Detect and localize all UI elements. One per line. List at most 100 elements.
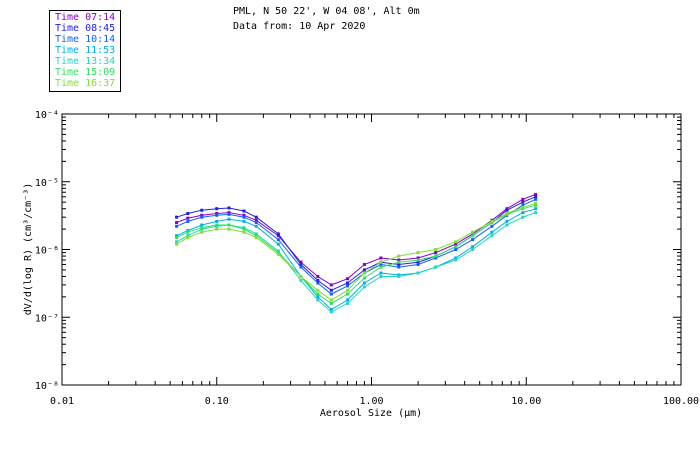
x-tick-label: 100.00 — [663, 396, 699, 407]
data-point — [200, 215, 204, 219]
data-point — [329, 292, 333, 296]
y-tick-label: 10⁻⁴ — [35, 110, 59, 121]
data-point — [534, 211, 538, 215]
y-axis-label: dV/d(log R) (cm³/cm⁻³) — [23, 183, 34, 315]
data-point — [490, 234, 494, 238]
data-point — [534, 201, 538, 205]
data-point — [200, 223, 204, 227]
legend-item-4: Time 11:53 — [55, 45, 116, 56]
data-point — [276, 251, 280, 255]
data-point — [276, 242, 280, 246]
data-point — [454, 258, 458, 262]
x-axis-label: Aerosol Size (μm) — [320, 408, 422, 419]
data-point — [346, 288, 350, 292]
data-point — [200, 226, 204, 230]
data-date: Data from: 10 Apr 2020 — [233, 21, 366, 32]
data-point — [186, 211, 190, 215]
data-point — [346, 301, 350, 305]
data-point — [316, 274, 320, 278]
data-point — [316, 281, 320, 285]
data-point — [397, 260, 401, 264]
data-point — [254, 215, 258, 219]
data-point — [521, 215, 525, 219]
data-point — [276, 238, 280, 242]
plot-frame — [61, 113, 682, 386]
data-point — [329, 298, 333, 302]
data-point — [471, 232, 475, 236]
data-point — [254, 234, 258, 238]
data-point — [346, 277, 350, 281]
data-point — [362, 276, 366, 280]
data-point — [215, 213, 219, 217]
data-point — [175, 221, 179, 225]
data-point — [505, 207, 509, 211]
data-point — [379, 263, 383, 267]
data-point — [434, 254, 438, 258]
data-point — [521, 211, 525, 215]
data-point — [434, 265, 438, 269]
data-point — [505, 219, 509, 223]
x-tick-label: 0.10 — [205, 396, 229, 407]
legend-item-7: Time 16:37 — [55, 78, 116, 89]
data-point — [200, 230, 204, 234]
x-tick-label: 10.00 — [511, 396, 541, 407]
data-point — [242, 227, 246, 231]
data-point — [329, 301, 333, 305]
data-point — [242, 230, 246, 234]
data-point — [329, 308, 333, 312]
data-point — [534, 207, 538, 211]
data-point — [454, 245, 458, 249]
data-point — [329, 310, 333, 314]
data-point — [215, 211, 219, 215]
data-point — [254, 218, 258, 222]
data-point — [227, 227, 231, 231]
data-point — [175, 224, 179, 228]
data-point — [505, 211, 509, 215]
y-tick-label: 10⁻⁸ — [35, 381, 59, 392]
data-point — [454, 248, 458, 251]
data-point — [379, 260, 383, 264]
data-point — [454, 242, 458, 246]
data-point — [276, 252, 280, 256]
data-point — [200, 213, 204, 217]
data-point — [521, 203, 525, 207]
data-point — [299, 278, 303, 282]
data-point — [316, 295, 320, 299]
legend: Time 07:14 Time 08:45 Time 10:14 Time 11… — [49, 10, 121, 92]
data-point — [346, 284, 350, 288]
data-point — [416, 258, 420, 262]
data-point — [397, 274, 401, 278]
data-point — [242, 219, 246, 223]
data-point — [186, 216, 190, 220]
data-point — [254, 221, 258, 225]
legend-item-3: Time 10:14 — [55, 34, 116, 45]
data-point — [329, 288, 333, 292]
data-point — [471, 234, 475, 238]
data-point — [175, 242, 179, 246]
data-point — [490, 219, 494, 223]
data-point — [299, 265, 303, 269]
data-point — [521, 200, 525, 204]
data-point — [316, 288, 320, 292]
legend-item-6: Time 15:09 — [55, 67, 116, 78]
y-tick-label: 10⁻⁷ — [35, 313, 59, 324]
data-point — [505, 208, 509, 212]
data-point — [227, 217, 231, 221]
data-point — [397, 254, 401, 258]
data-point — [362, 271, 366, 275]
station-info: PML, N 50 22', W 04 08', Alt 0m — [233, 6, 420, 17]
data-point — [434, 248, 438, 251]
data-point — [362, 285, 366, 289]
data-point — [534, 195, 538, 199]
data-point — [242, 215, 246, 219]
data-point — [434, 251, 438, 255]
data-point — [346, 292, 350, 296]
data-point — [471, 245, 475, 249]
data-point — [175, 236, 179, 240]
data-point — [186, 229, 190, 233]
data-point — [186, 234, 190, 238]
data-point — [215, 223, 219, 227]
data-point — [521, 197, 525, 201]
data-point — [175, 215, 179, 219]
data-point — [379, 265, 383, 269]
